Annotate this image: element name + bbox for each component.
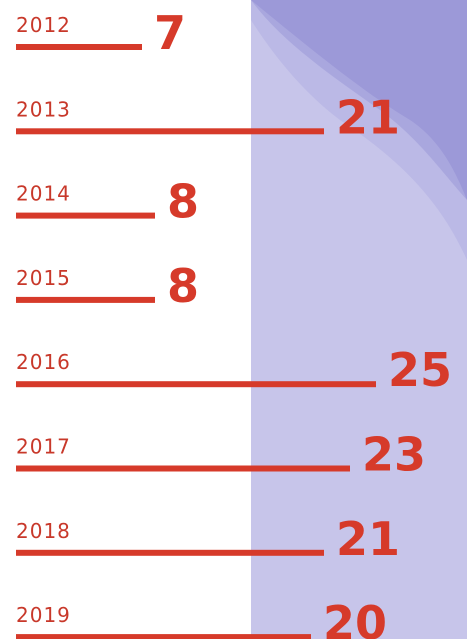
value-label: 21 [336,512,400,566]
category-label: 2015 [16,266,71,290]
category-label: 2017 [16,435,71,459]
bar [16,128,324,134]
bar [16,381,376,387]
category-label: 2012 [16,13,71,37]
category-label: 2019 [16,603,71,627]
bar [16,213,155,219]
bar [16,550,324,556]
bar [16,634,311,639]
bar [16,44,142,50]
bar [16,466,350,472]
chart: 2012 7 2013 21 2014 8 2015 8 2016 25 2017 23 2018 21 2… [0,0,467,639]
bar [16,297,155,303]
category-label: 2018 [16,519,71,543]
value-label: 8 [167,259,199,313]
category-label: 2016 [16,350,71,374]
value-label: 20 [323,596,387,639]
value-label: 23 [362,428,426,482]
value-label: 8 [167,175,199,229]
value-label: 21 [336,90,400,144]
category-label: 2014 [16,182,71,206]
value-label: 25 [388,343,452,397]
category-label: 2013 [16,97,71,121]
value-label: 7 [154,6,186,60]
